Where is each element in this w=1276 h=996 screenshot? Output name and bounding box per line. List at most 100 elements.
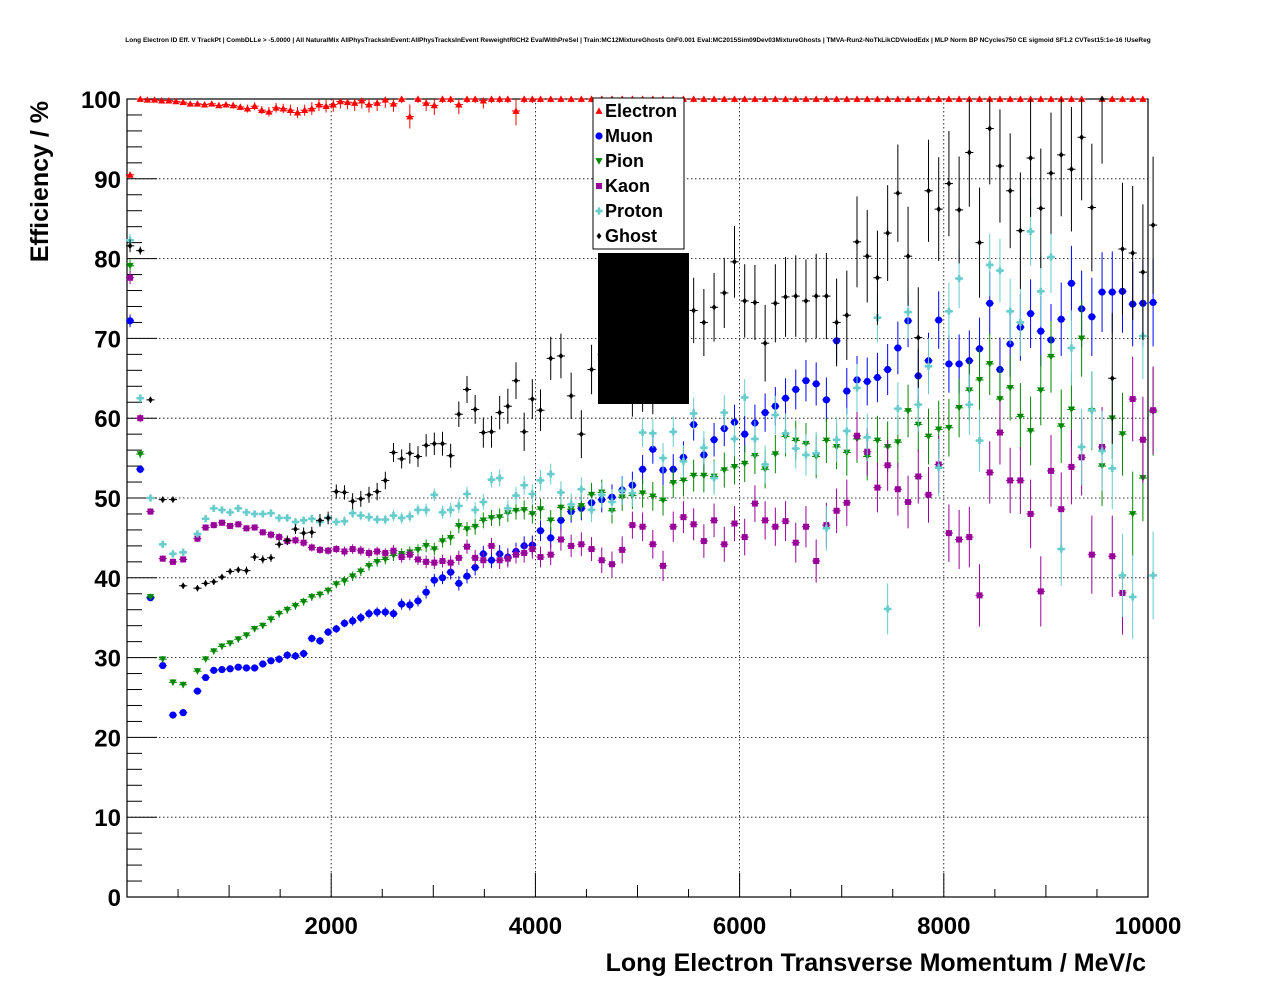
kaon-point <box>772 523 779 530</box>
pion-point <box>422 543 430 550</box>
proton-point <box>226 508 234 516</box>
kaon-point <box>194 535 201 542</box>
ghost-point <box>1017 227 1023 234</box>
ghost-point <box>1079 134 1085 141</box>
x-tick-label: 4000 <box>509 913 562 940</box>
electron-point <box>1016 95 1024 102</box>
pion-point <box>267 616 275 623</box>
pion-point <box>873 437 882 445</box>
proton-point <box>761 460 769 469</box>
proton-point <box>863 433 871 441</box>
proton-point <box>536 476 545 485</box>
muon-point <box>218 665 226 674</box>
electron-point <box>365 100 373 108</box>
electron-point <box>381 96 389 103</box>
pion-point <box>259 622 267 630</box>
electron-point <box>802 95 810 102</box>
ghost-point <box>180 582 186 589</box>
ghost-point <box>244 567 249 574</box>
y-axis-label: Efficiency / % <box>26 101 54 262</box>
ghost-point <box>382 477 388 484</box>
ghost-point <box>1120 245 1125 253</box>
ghost-point <box>1028 154 1033 162</box>
pion-point <box>169 679 177 686</box>
ghost-point <box>480 429 486 436</box>
kaon-point <box>398 554 405 561</box>
electron-point <box>373 99 381 106</box>
pion-point <box>935 426 943 433</box>
pion-point <box>669 479 677 487</box>
ghost-point <box>783 293 788 301</box>
muon-point <box>373 608 381 616</box>
pion-point <box>557 504 565 512</box>
electron-point <box>422 99 430 106</box>
electron-point <box>258 106 266 114</box>
kaon-point <box>1048 467 1055 474</box>
pion-point <box>414 546 422 554</box>
kaon-point <box>619 546 626 553</box>
ghost-point <box>701 319 707 326</box>
electron-point <box>315 100 323 108</box>
proton-point <box>308 515 316 523</box>
electron-point <box>496 95 504 102</box>
electron-point <box>935 95 943 102</box>
series-proton <box>125 197 1158 640</box>
muon-point <box>935 316 943 324</box>
ghost-point <box>391 449 396 456</box>
electron-point <box>1118 95 1127 102</box>
ghost-point <box>844 312 850 319</box>
pion-point <box>894 439 902 446</box>
ghost-point <box>521 428 527 435</box>
proton-point <box>528 490 536 498</box>
muon-point <box>126 317 134 325</box>
electron-point <box>308 104 316 112</box>
muon-point <box>251 664 259 672</box>
proton-point <box>935 464 943 472</box>
electron-point <box>1078 95 1086 102</box>
electron-point <box>172 97 180 105</box>
muon-point <box>159 661 167 670</box>
proton-point <box>781 429 790 437</box>
electron-point <box>822 95 830 102</box>
pion-point <box>690 472 698 480</box>
electron-point <box>751 95 759 102</box>
electron-point <box>1006 95 1014 102</box>
pion-point <box>679 477 688 485</box>
electron-point <box>512 107 520 114</box>
ghost-point <box>431 440 437 447</box>
pion-point <box>447 535 455 542</box>
kaon-point <box>251 524 258 531</box>
electron-point <box>965 95 973 102</box>
muon-point <box>863 377 871 386</box>
kaon-point <box>1017 477 1024 484</box>
proton-point <box>242 508 251 516</box>
muon-point <box>822 396 830 404</box>
proton-point <box>275 514 283 522</box>
legend-marker-electron <box>595 107 603 114</box>
pion-point <box>210 648 218 655</box>
kaon-point <box>956 536 963 543</box>
kaon-point <box>792 539 799 546</box>
proton-point <box>1006 307 1014 315</box>
electron-point <box>447 95 455 102</box>
muon-point <box>547 534 555 542</box>
pion-point <box>639 490 647 497</box>
pion-point <box>975 377 984 384</box>
ghost-point <box>160 496 166 503</box>
muon-point <box>430 576 438 584</box>
proton-point <box>520 481 528 489</box>
kaon-point <box>568 542 575 549</box>
electron-point <box>438 95 447 102</box>
ghost-point <box>358 495 364 502</box>
kaon-point <box>447 559 454 566</box>
legend-box <box>592 97 685 250</box>
kaon-point <box>976 592 983 599</box>
muon-point <box>463 572 471 580</box>
pion-point <box>193 668 202 675</box>
kaon-point <box>690 521 697 528</box>
kaon-point <box>513 551 520 558</box>
pion-point <box>649 493 657 501</box>
ghost-point <box>956 206 962 214</box>
electron-point <box>945 95 953 102</box>
muon-point <box>275 655 283 663</box>
